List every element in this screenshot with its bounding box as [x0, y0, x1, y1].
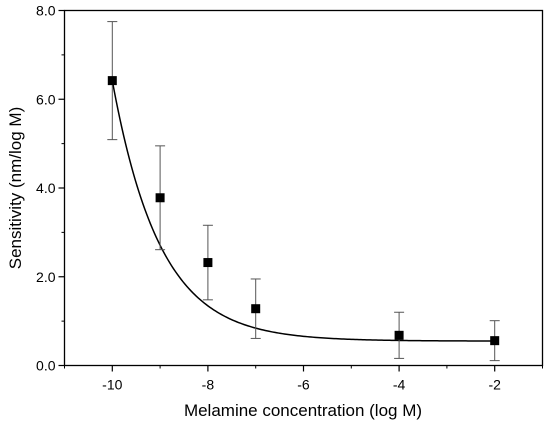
- x-tick-label: -2: [488, 377, 501, 393]
- axis-ticks: [58, 9, 543, 372]
- data-point: [490, 336, 500, 346]
- y-tick-label: 8.0: [36, 3, 56, 19]
- data-point: [203, 258, 213, 268]
- y-tick-label: 4.0: [36, 180, 56, 196]
- error-bars: [107, 21, 500, 362]
- data-point: [394, 330, 404, 340]
- data-point: [251, 304, 261, 314]
- fit-curve: [111, 80, 495, 342]
- fit-line: [111, 80, 495, 342]
- y-axis-title: Sensitivity (nm/log M): [6, 107, 25, 269]
- data-point: [155, 193, 165, 203]
- plot-frame: [63, 9, 544, 367]
- x-tick-label: -10: [102, 377, 122, 393]
- y-tick-label: 6.0: [36, 91, 56, 107]
- x-tick-label: -4: [393, 377, 406, 393]
- x-tick-label: -8: [202, 377, 215, 393]
- x-axis-title: Melamine concentration (log M): [184, 401, 422, 420]
- y-tick-labels: 0.0 2.0 4.0 6.0 8.0: [36, 3, 56, 374]
- x-tick-labels: -10 -8 -6 -4 -2: [102, 377, 501, 393]
- x-tick-label: -6: [297, 377, 310, 393]
- data-points: [107, 76, 500, 346]
- y-tick-label: 2.0: [36, 269, 56, 285]
- y-tick-label: 0.0: [36, 358, 56, 374]
- data-point: [107, 76, 117, 86]
